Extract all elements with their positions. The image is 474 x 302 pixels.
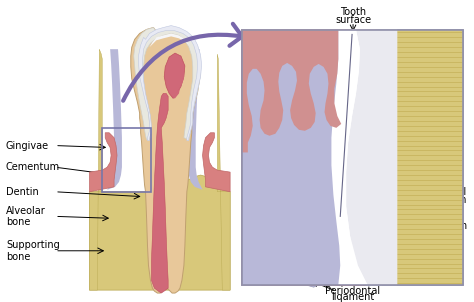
Polygon shape [242,30,383,285]
Text: Gingivae: Gingivae [6,140,49,151]
Text: Alveolar
bone: Alveolar bone [6,206,46,227]
Polygon shape [90,133,117,192]
Text: epithelium: epithelium [415,195,467,205]
Polygon shape [242,30,290,285]
Bar [242,30,463,285]
Text: Tooth: Tooth [340,7,366,17]
Text: Supporting
bone: Supporting bone [6,240,60,262]
Text: Periodontal: Periodontal [326,286,381,296]
Polygon shape [139,26,201,141]
Polygon shape [90,175,230,290]
Polygon shape [164,53,185,98]
Polygon shape [188,49,202,190]
Polygon shape [242,30,366,285]
Polygon shape [405,30,463,285]
Polygon shape [202,133,230,192]
Polygon shape [173,69,184,98]
Bar [242,30,463,285]
FancyArrowPatch shape [123,24,242,101]
Text: Cementum: Cementum [413,221,467,231]
Text: Junctional: Junctional [419,187,467,197]
Text: surface: surface [335,15,371,25]
Polygon shape [341,30,360,265]
Polygon shape [90,49,102,290]
Polygon shape [397,30,463,285]
Text: sulcus: sulcus [260,86,291,96]
Polygon shape [107,49,122,190]
Bar [102,128,151,192]
Bar [242,30,463,285]
Polygon shape [218,54,230,290]
Polygon shape [242,103,332,287]
Polygon shape [242,30,292,285]
Text: liqament: liqament [331,292,374,302]
Polygon shape [352,30,376,197]
Polygon shape [149,34,189,47]
Polygon shape [242,30,341,153]
Polygon shape [242,30,340,285]
Polygon shape [397,30,463,285]
Bar [242,30,463,285]
Text: Cementum: Cementum [6,162,60,172]
Polygon shape [242,30,378,285]
Polygon shape [131,27,201,293]
Text: Dentin: Dentin [6,187,39,197]
Text: Gingival: Gingival [260,79,300,88]
Polygon shape [134,27,201,140]
Polygon shape [151,93,168,293]
Polygon shape [346,30,397,285]
